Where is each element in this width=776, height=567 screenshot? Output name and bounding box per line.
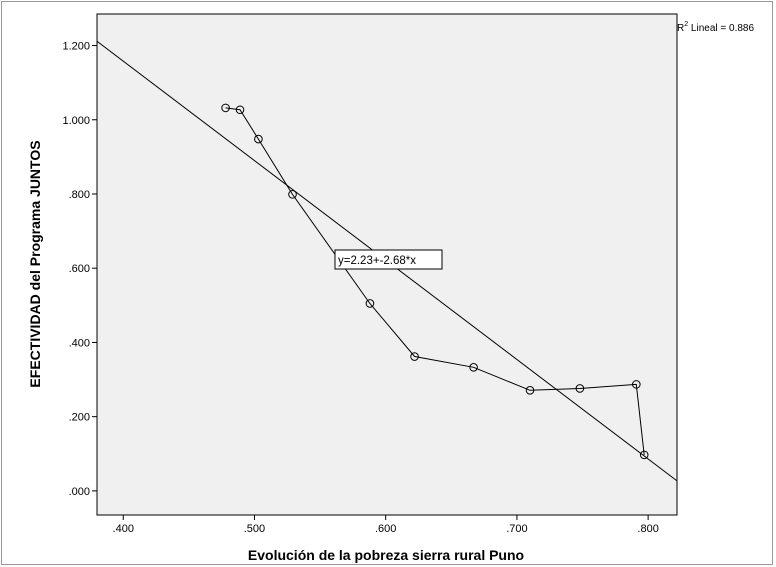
r2-label: R2 Lineal = 0.886 (677, 21, 754, 34)
x-tick-label: .400 (113, 523, 134, 535)
data-point (575, 384, 585, 393)
data-point (639, 450, 649, 460)
r2-label-superscript: 2 (684, 21, 688, 28)
x-tick-label: .700 (506, 523, 527, 535)
x-tick-label: .500 (244, 523, 265, 535)
data-points (221, 103, 649, 460)
data-connector-line (225, 107, 645, 455)
y-tick-label: 1.200 (62, 41, 90, 53)
y-tick-label: .800 (69, 189, 90, 201)
axis-tick-labels: .400 .500 .600 .700 .800 .000 .200 .400 .600 .800… (62, 41, 658, 535)
fit-equation-label: y=2.23+-2.68*x (338, 255, 416, 267)
data-point (235, 105, 245, 115)
x-tick-label: .800 (637, 523, 658, 535)
y-tick-label: .200 (69, 412, 90, 424)
x-tick-label: .600 (375, 523, 396, 535)
data-point (410, 352, 419, 361)
y-tick-label: .000 (69, 486, 90, 498)
data-point (525, 386, 535, 395)
axis-ticks (92, 45, 649, 520)
x-axis-title: Evolución de la pobreza sierra rural Pun… (248, 547, 524, 563)
r2-label-suffix: Lineal = 0.886 (688, 23, 754, 34)
y-axis-title: EFECTIVIDAD del Programa JUNTOS (27, 140, 43, 387)
fit-equation-box: y=2.23+-2.68*x (334, 249, 443, 270)
y-tick-label: .600 (69, 263, 90, 275)
data-point (221, 103, 230, 113)
data-point (632, 380, 641, 389)
y-tick-label: .400 (69, 337, 90, 349)
data-point (288, 190, 297, 199)
y-tick-label: 1.000 (62, 115, 90, 127)
data-point (254, 134, 263, 144)
r2-label-prefix: R (677, 23, 684, 34)
data-point (365, 299, 375, 308)
data-point (469, 362, 478, 372)
